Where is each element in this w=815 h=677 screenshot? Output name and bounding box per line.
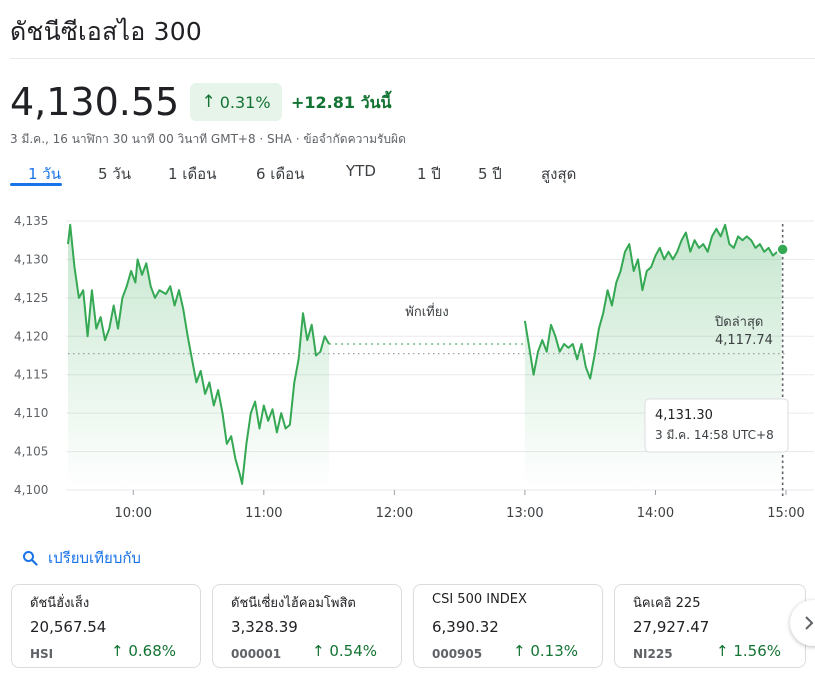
morning-session-line bbox=[67, 223, 330, 485]
hover-point bbox=[776, 243, 789, 256]
y-tick-label: 4,120 bbox=[14, 329, 48, 343]
y-tick-label: 4,110 bbox=[14, 406, 48, 420]
x-tick-label: 15:00 bbox=[767, 506, 804, 521]
y-tick-label: 4,115 bbox=[14, 368, 48, 382]
tooltip-value: 4,131.30 bbox=[655, 408, 713, 423]
page-title: ดัชนีซีเอสไอ 300 bbox=[10, 17, 202, 46]
card-price: 3,328.39 bbox=[231, 618, 298, 636]
card-change-value: 0.54% bbox=[329, 642, 377, 660]
arrow-up-icon: ↑ bbox=[716, 642, 734, 660]
change-percent-badge: ↑ 0.31% bbox=[190, 83, 282, 121]
card-symbol: NI225 bbox=[633, 647, 673, 661]
previous-close-label: ปิดล่าสุด bbox=[714, 315, 763, 330]
tab-1-day[interactable]: 1 วัน bbox=[28, 165, 61, 183]
current-price: 4,130.55 bbox=[10, 80, 180, 124]
tooltip-time: 3 มี.ค. 14:58 UTC+8 bbox=[655, 428, 774, 442]
card-change: ↑ 0.68% bbox=[111, 642, 176, 660]
tab-1-month[interactable]: 1 เดือน bbox=[168, 165, 217, 183]
card-name: CSI 500 INDEX bbox=[432, 592, 527, 607]
compare-label: เปรียบเทียบกับ bbox=[48, 549, 141, 567]
change-absolute: +12.81 วันนี้ bbox=[291, 93, 392, 112]
previous-close-value: 4,117.74 bbox=[715, 333, 773, 348]
next-cards-button[interactable] bbox=[790, 600, 815, 646]
change-percent: 0.31% bbox=[219, 92, 271, 112]
title-divider bbox=[10, 58, 815, 59]
card-name: นิคเคอิ 225 bbox=[633, 596, 701, 611]
arrow-up-icon: ↑ bbox=[201, 92, 216, 112]
tab-6-month[interactable]: 6 เดือน bbox=[256, 165, 305, 183]
arrow-up-icon: ↑ bbox=[513, 642, 531, 660]
x-tick-label: 10:00 bbox=[115, 506, 152, 521]
x-tick-label: 11:00 bbox=[245, 506, 282, 521]
hover-tooltip bbox=[644, 398, 789, 453]
morning-session-area bbox=[68, 224, 330, 491]
lunch-break-label: พักเที่ยง bbox=[405, 303, 448, 320]
card-change: ↑ 0.13% bbox=[513, 642, 578, 660]
tab-5-year[interactable]: 5 ปี bbox=[478, 165, 502, 183]
y-tick-label: 4,135 bbox=[14, 214, 48, 228]
price-chart[interactable]: พักเที่ยงปิดล่าสุด 4,117.74 4,131.30 3 มี.ค… bbox=[0, 200, 815, 530]
quote-meta: 3 มี.ค., 16 นาฬิกา 30 นาที 00 วินาที GMT… bbox=[10, 132, 406, 146]
search-icon bbox=[23, 551, 38, 566]
compare-card-nikkei[interactable]: นิคเคอิ 225 27,927.47 NI225 ↑ 1.56% bbox=[614, 584, 806, 668]
afternoon-session-line bbox=[523, 223, 783, 380]
y-tick-label: 4,100 bbox=[14, 483, 48, 497]
compare-link[interactable]: เปรียบเทียบกับ bbox=[22, 546, 141, 570]
compare-card-hsi[interactable]: ดัชนีฮั่งเส็ง 20,567.54 HSI ↑ 0.68% bbox=[11, 584, 201, 668]
tab-5-day[interactable]: 5 วัน bbox=[98, 165, 131, 183]
card-symbol: 000001 bbox=[231, 647, 282, 661]
x-tick-label: 13:00 bbox=[506, 506, 543, 521]
card-change: ↑ 1.56% bbox=[716, 642, 781, 660]
tab-1-year[interactable]: 1 ปี bbox=[417, 165, 441, 183]
chevron-right-icon bbox=[805, 616, 814, 630]
card-change-value: 1.56% bbox=[733, 642, 781, 660]
card-change: ↑ 0.54% bbox=[312, 642, 377, 660]
arrow-up-icon: ↑ bbox=[312, 642, 330, 660]
card-price: 27,927.47 bbox=[633, 618, 710, 636]
arrow-up-icon: ↑ bbox=[111, 642, 129, 660]
compare-card-shanghai[interactable]: ดัชนีเซี่ยงไฮ้คอมโพสิต 3,328.39 000001 ↑… bbox=[212, 584, 402, 668]
card-symbol: 000905 bbox=[432, 647, 483, 661]
card-price: 20,567.54 bbox=[30, 618, 107, 636]
active-tab-indicator bbox=[10, 183, 62, 186]
card-name: ดัชนีเซี่ยงไฮ้คอมโพสิต bbox=[231, 596, 356, 611]
tab-max[interactable]: สูงสุด bbox=[541, 165, 577, 183]
y-tick-label: 4,125 bbox=[14, 291, 48, 305]
card-change-value: 0.13% bbox=[530, 642, 578, 660]
x-tick-label: 14:00 bbox=[637, 506, 674, 521]
x-tick-label: 12:00 bbox=[376, 506, 413, 521]
y-tick-label: 4,130 bbox=[14, 252, 48, 266]
card-name: ดัชนีฮั่งเส็ง bbox=[30, 596, 90, 611]
tab-ytd[interactable]: YTD bbox=[346, 162, 376, 180]
card-change-value: 0.68% bbox=[128, 642, 176, 660]
compare-card-csi500[interactable]: CSI 500 INDEX 6,390.32 000905 ↑ 0.13% bbox=[413, 584, 603, 668]
y-tick-label: 4,105 bbox=[14, 445, 48, 459]
card-price: 6,390.32 bbox=[432, 618, 499, 636]
card-symbol: HSI bbox=[30, 647, 54, 661]
